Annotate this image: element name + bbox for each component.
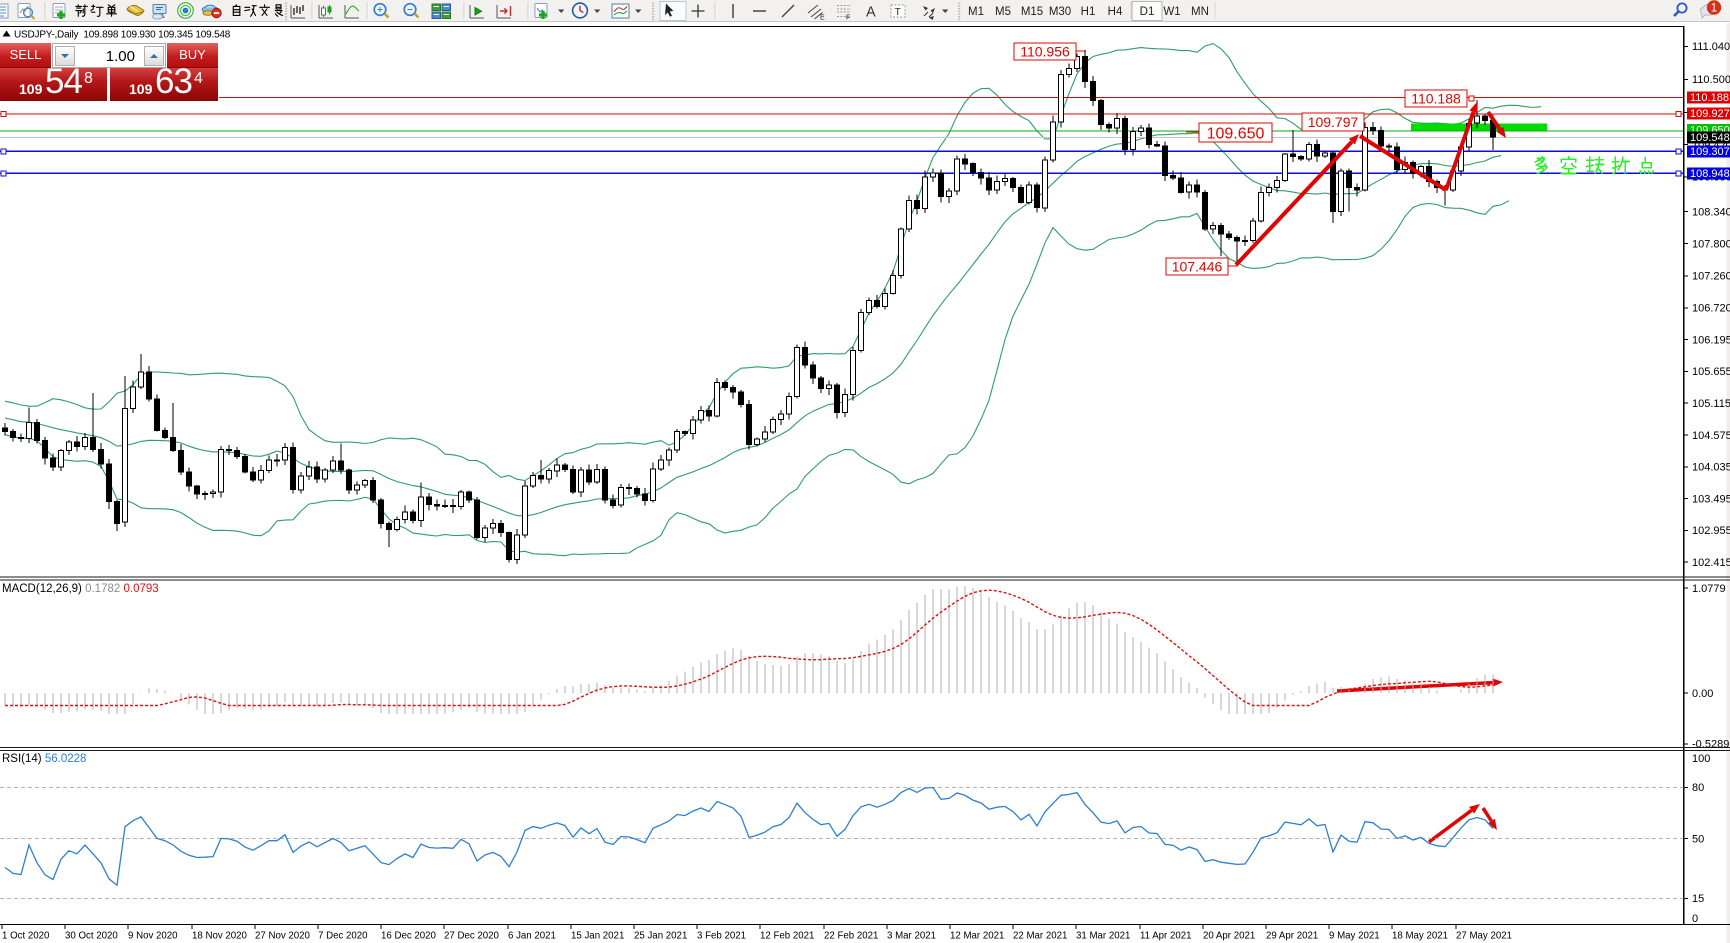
svg-text:MACD(12,26,9) 0.1782 0.0793: MACD(12,26,9) 0.1782 0.0793 — [2, 583, 159, 595]
svg-text:16 Dec 2020: 16 Dec 2020 — [381, 931, 437, 942]
svg-text:3 Feb 2021: 3 Feb 2021 — [697, 931, 746, 942]
svg-text:18 Nov 2020: 18 Nov 2020 — [192, 931, 248, 942]
svg-text:107.446: 107.446 — [1172, 259, 1223, 275]
svg-text:11 Apr 2021: 11 Apr 2021 — [1140, 931, 1192, 942]
svg-text:109.307: 109.307 — [1690, 146, 1730, 158]
svg-text:1: 1 — [1711, 3, 1717, 15]
svg-text:12 Feb 2021: 12 Feb 2021 — [760, 931, 814, 942]
svg-text:110.188: 110.188 — [1411, 91, 1461, 107]
svg-text:H4: H4 — [1108, 6, 1123, 18]
svg-text:102.955: 102.955 — [1692, 525, 1730, 537]
svg-text:103.495: 103.495 — [1692, 493, 1730, 505]
svg-text:30 Oct 2020: 30 Oct 2020 — [65, 931, 118, 942]
svg-text:107.260: 107.260 — [1692, 271, 1730, 283]
svg-text:1.0779: 1.0779 — [1692, 583, 1726, 595]
svg-text:107.800: 107.800 — [1692, 238, 1730, 250]
svg-text:111.040: 111.040 — [1692, 41, 1730, 53]
svg-text:M30: M30 — [1049, 6, 1071, 18]
svg-text:M1: M1 — [968, 6, 984, 18]
svg-text:110.188: 110.188 — [1690, 92, 1729, 104]
svg-text:15: 15 — [1692, 893, 1704, 905]
svg-text:MN: MN — [1191, 6, 1209, 18]
svg-text:9 May 2021: 9 May 2021 — [1329, 931, 1380, 942]
svg-text:27 Nov 2020: 27 Nov 2020 — [255, 931, 311, 942]
svg-text:18 May 2021: 18 May 2021 — [1392, 931, 1448, 942]
svg-text:106.195: 106.195 — [1692, 334, 1730, 346]
svg-text:-0.5289: -0.5289 — [1692, 739, 1729, 751]
svg-text:27 May 2021: 27 May 2021 — [1456, 931, 1512, 942]
svg-text:T: T — [895, 6, 902, 18]
svg-text:27 Dec 2020: 27 Dec 2020 — [444, 931, 500, 942]
svg-text:D1: D1 — [1140, 6, 1155, 18]
svg-text:105.655: 105.655 — [1692, 366, 1730, 378]
svg-text:109.650: 109.650 — [1207, 125, 1265, 142]
svg-text:108.948: 108.948 — [1690, 168, 1730, 180]
svg-text:22 Feb 2021: 22 Feb 2021 — [824, 931, 878, 942]
svg-text:109.927: 109.927 — [1690, 108, 1730, 120]
svg-text:7 Dec 2020: 7 Dec 2020 — [318, 931, 368, 942]
svg-text:12 Mar 2021: 12 Mar 2021 — [950, 931, 1004, 942]
svg-text:A: A — [866, 5, 876, 21]
svg-text:104.035: 104.035 — [1692, 462, 1730, 474]
svg-text:102.415: 102.415 — [1692, 557, 1730, 569]
svg-text:0.00: 0.00 — [1692, 688, 1713, 700]
svg-text:3 Mar 2021: 3 Mar 2021 — [887, 931, 936, 942]
svg-text:1 Oct 2020: 1 Oct 2020 — [2, 931, 50, 942]
svg-text:100: 100 — [1692, 753, 1710, 765]
svg-text:80: 80 — [1692, 782, 1704, 794]
svg-text:109.797: 109.797 — [1308, 114, 1359, 130]
svg-text:F: F — [846, 15, 850, 22]
svg-text:105.115: 105.115 — [1692, 398, 1730, 410]
svg-text:6 Jan 2021: 6 Jan 2021 — [508, 931, 556, 942]
svg-text:M5: M5 — [995, 6, 1011, 18]
svg-text:29 Apr 2021: 29 Apr 2021 — [1266, 931, 1318, 942]
svg-text:110.956: 110.956 — [1020, 44, 1070, 60]
svg-text:RSI(14) 56.0228: RSI(14) 56.0228 — [2, 753, 86, 765]
svg-text:USDJPY-,Daily 109.898 109.930: USDJPY-,Daily 109.898 109.930 109.345 10… — [14, 30, 231, 41]
svg-text:H1: H1 — [1081, 6, 1096, 18]
svg-text:9 Nov 2020: 9 Nov 2020 — [128, 931, 178, 942]
svg-text:W1: W1 — [1163, 6, 1180, 18]
svg-text:M15: M15 — [1021, 6, 1043, 18]
svg-text:15 Jan 2021: 15 Jan 2021 — [571, 931, 624, 942]
svg-text:109.548: 109.548 — [1690, 132, 1730, 144]
svg-text:110.500: 110.500 — [1692, 74, 1730, 86]
svg-text:50: 50 — [1692, 834, 1704, 846]
svg-text:108.340: 108.340 — [1692, 206, 1730, 218]
svg-text:104.575: 104.575 — [1692, 430, 1730, 442]
svg-text:E: E — [820, 15, 825, 22]
svg-text:20 Apr 2021: 20 Apr 2021 — [1203, 931, 1255, 942]
svg-text:106.720: 106.720 — [1692, 303, 1730, 315]
svg-text:31 Mar 2021: 31 Mar 2021 — [1076, 931, 1130, 942]
svg-text:25 Jan 2021: 25 Jan 2021 — [634, 931, 687, 942]
svg-text:0: 0 — [1692, 913, 1698, 925]
svg-text:22 Mar 2021: 22 Mar 2021 — [1013, 931, 1067, 942]
